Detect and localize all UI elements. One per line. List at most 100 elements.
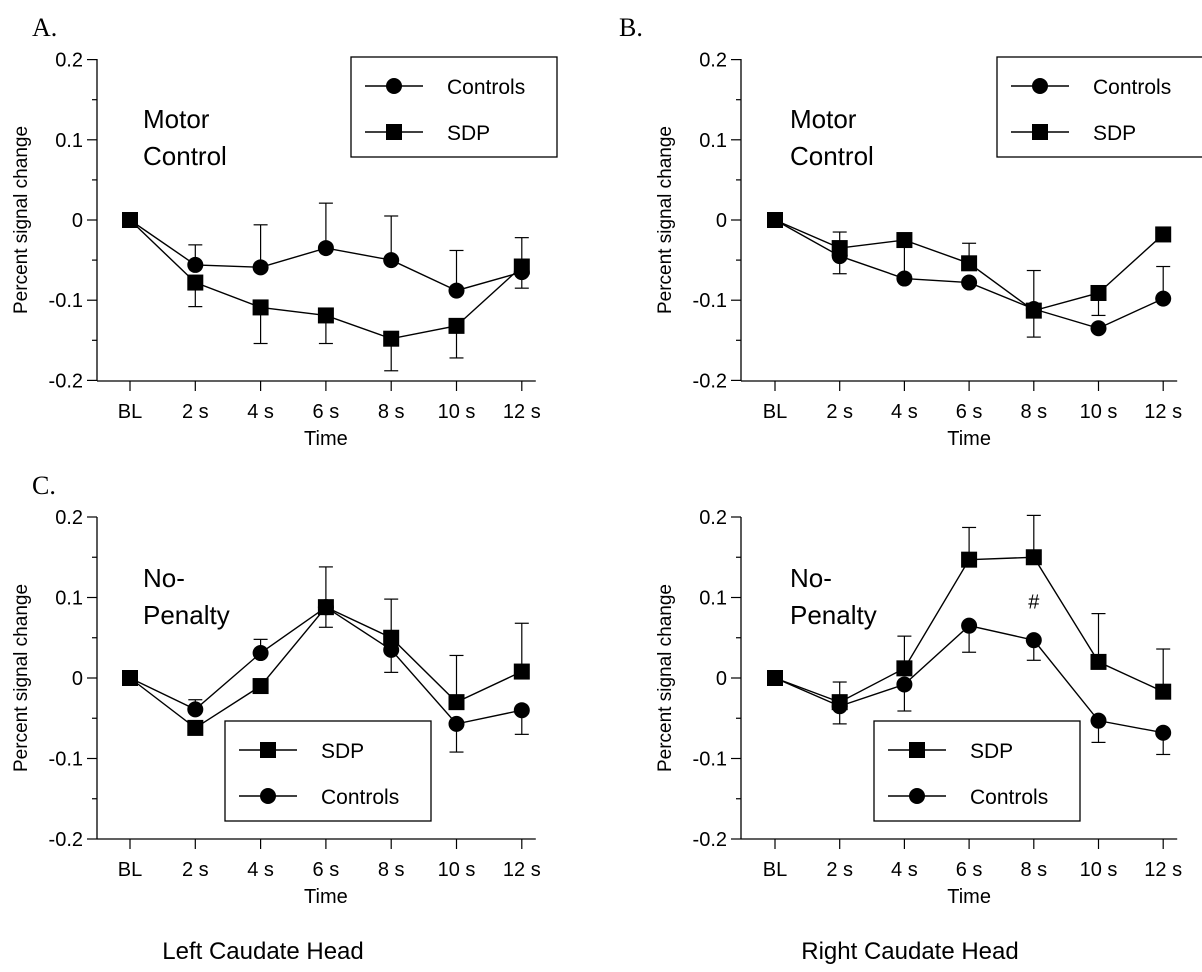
legend-label: Controls — [447, 76, 525, 99]
data-point-square — [187, 719, 204, 736]
data-point-circle — [448, 282, 465, 299]
legend-marker-circle — [260, 788, 276, 804]
x-tick-label: BL — [118, 859, 142, 881]
y-tick-label: 0.2 — [55, 507, 83, 529]
panel-letter: B. — [619, 13, 643, 42]
legend: Controls SDP — [350, 56, 558, 158]
data-point-circle — [513, 702, 530, 719]
legend-marker-square — [386, 124, 402, 140]
x-tick-label: 8 s — [1020, 401, 1047, 423]
panel-letter: A. — [32, 13, 57, 42]
x-tick-label: BL — [763, 401, 787, 423]
x-tick-label: 12 s — [1144, 401, 1182, 423]
x-axis-label: Time — [947, 428, 991, 450]
data-point-square — [896, 660, 913, 677]
legend-marker-circle — [386, 78, 402, 94]
series-sdp — [122, 212, 530, 372]
data-point-circle — [1155, 290, 1172, 307]
panel-3: C. No- Penalty 0.2 0.1 0 -0.1 -0.2 BL 2 s 4 s 6 s 8 … — [11, 471, 541, 908]
panel-letter: C. — [32, 471, 56, 500]
x-tick-label: 4 s — [891, 401, 918, 423]
x-axis-label: Time — [947, 886, 991, 908]
y-tick-label: 0.2 — [699, 50, 727, 72]
data-point-square — [1090, 284, 1107, 301]
data-point-circle — [383, 252, 400, 269]
legend-marker-circle — [1032, 78, 1048, 94]
panels-layer: A. Motor Control 0.2 0.1 0 -0.1 -0.2 BL 2 s 4 s 6 s… — [11, 13, 1202, 908]
y-tick-label: -0.1 — [49, 290, 83, 312]
legend-label: Controls — [1093, 76, 1171, 99]
x-tick-label: 2 s — [826, 401, 853, 423]
series-controls — [122, 599, 530, 753]
data-point-square — [1155, 226, 1172, 243]
x-tick-label: 12 s — [503, 859, 541, 881]
x-tick-label: 6 s — [956, 859, 983, 881]
y-tick-label: -0.2 — [49, 829, 83, 851]
column-title-left: Left Caudate Head — [162, 938, 363, 965]
data-point-square — [896, 232, 913, 249]
data-point-square — [448, 694, 465, 711]
data-point-square — [383, 330, 400, 347]
y-tick-label: 0.1 — [699, 588, 727, 610]
y-tick-label: 0.1 — [55, 130, 83, 152]
x-tick-label: 10 s — [1080, 401, 1118, 423]
data-point-square — [187, 274, 204, 291]
data-point-circle — [383, 641, 400, 658]
data-point-square — [513, 663, 530, 680]
data-point-circle — [961, 617, 978, 634]
y-axis-label: Percent signal change — [655, 126, 676, 314]
data-point-circle — [896, 676, 913, 693]
data-point-circle — [122, 670, 138, 686]
data-point-square — [831, 240, 848, 257]
data-point-square — [448, 317, 465, 334]
series-controls — [122, 202, 530, 299]
panel-annotation-line: Control — [143, 141, 227, 171]
x-tick-label: 12 s — [503, 401, 541, 423]
y-tick-label: 0 — [72, 668, 83, 690]
panel-4: No- Penalty 0.2 0.1 0 -0.1 -0.2 BL 2 s 4 s 6 s 8 s 1… — [655, 507, 1182, 908]
y-tick-label: 0.1 — [699, 130, 727, 152]
data-point-circle — [767, 670, 783, 686]
panel-annotation-line: Motor — [143, 104, 210, 134]
x-tick-label: 8 s — [378, 859, 405, 881]
panel-annotation-line: No- — [790, 563, 832, 593]
x-tick-label: 8 s — [378, 401, 405, 423]
legend-marker-square — [1032, 124, 1048, 140]
legend-box — [996, 56, 1202, 158]
y-tick-label: -0.1 — [693, 290, 727, 312]
data-point-circle — [448, 715, 465, 732]
legend-marker-square — [909, 742, 925, 758]
y-tick-label: 0.1 — [55, 588, 83, 610]
series-sdp — [767, 212, 1172, 338]
data-point-square — [252, 678, 269, 695]
data-point-circle — [252, 259, 269, 276]
data-point-square — [1025, 302, 1042, 319]
y-tick-label: 0.2 — [55, 50, 83, 72]
legend-label: SDP — [321, 740, 364, 763]
data-point-circle — [187, 701, 204, 718]
y-tick-label: -0.2 — [693, 829, 727, 851]
legend: SDP Controls — [224, 720, 432, 822]
data-point-circle — [1025, 632, 1042, 649]
data-point-circle — [317, 599, 334, 616]
x-tick-label: 2 s — [826, 859, 853, 881]
y-tick-label: 0 — [72, 210, 83, 232]
x-tick-label: 6 s — [313, 401, 340, 423]
legend-label: SDP — [1093, 122, 1136, 145]
data-point-square — [961, 255, 978, 272]
data-point-square — [317, 307, 334, 324]
data-point-circle — [252, 645, 269, 662]
x-tick-label: 2 s — [182, 859, 209, 881]
data-point-circle — [831, 698, 848, 715]
y-tick-label: 0.2 — [699, 507, 727, 529]
x-tick-label: 6 s — [313, 859, 340, 881]
x-axis-label: Time — [304, 886, 348, 908]
y-tick-label: -0.2 — [693, 370, 727, 392]
y-tick-label: -0.1 — [693, 749, 727, 771]
x-tick-label: 10 s — [1080, 859, 1118, 881]
data-point-circle — [1090, 712, 1107, 729]
panel-annotation-line: Penalty — [790, 600, 877, 630]
column-title-right: Right Caudate Head — [801, 938, 1018, 965]
y-tick-label: 0 — [716, 210, 727, 232]
x-tick-label: 10 s — [438, 401, 476, 423]
